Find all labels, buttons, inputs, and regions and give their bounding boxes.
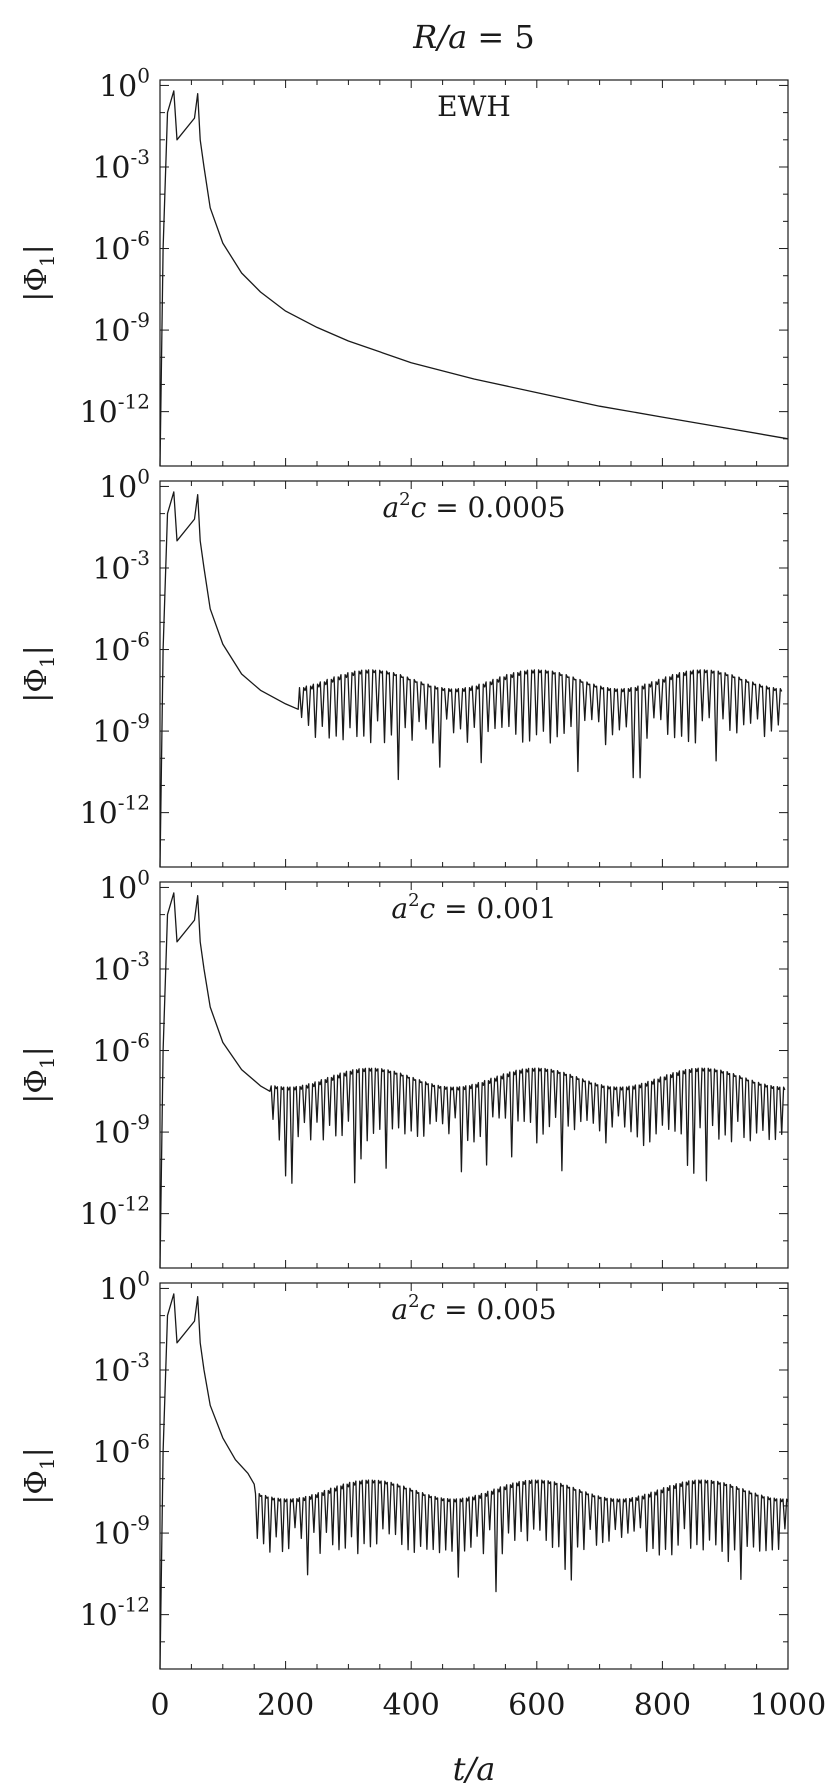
series-line: [159, 892, 786, 1269]
y-tick-label: 10-9: [92, 1110, 150, 1151]
y-tick-label: 10-3: [92, 145, 150, 186]
y-axis-label: |Φ1|: [19, 1447, 59, 1505]
y-tick-label: 10-6: [92, 1029, 150, 1070]
panel-annotation: a2c = 0.0005: [382, 489, 565, 524]
y-tick-label: 10-12: [80, 390, 150, 431]
y-tick-label: 10-3: [92, 947, 150, 988]
panel-4: 100 10-3 10-6 10-9 10-12 |Φ1| a2c = 0.005: [19, 1266, 789, 1670]
y-tick-label: 100: [99, 865, 150, 906]
y-tick-label: 10-12: [80, 1593, 150, 1634]
series-line: [159, 1293, 789, 1670]
x-tick-label: 200: [257, 1688, 314, 1723]
plot-frame: [159, 881, 789, 1269]
panel-annotation: EWH: [437, 90, 511, 123]
panels: 10010-310-610-910-12|Φ1|EWH10010-310-610…: [19, 63, 789, 1670]
series-line: [159, 90, 789, 467]
y-tick-label: 10-6: [92, 227, 150, 268]
y-axis-label: |Φ1|: [19, 1046, 59, 1104]
x-tick-label: 400: [383, 1688, 440, 1723]
y-axis-label: |Φ1|: [19, 645, 59, 703]
x-axis-label: t/a: [453, 1750, 496, 1788]
y-tick-label: 100: [99, 63, 150, 104]
y-tick-label: 10-12: [80, 791, 150, 832]
panel-3: 100 10-3 10-6 10-9 10-12 |Φ1| a2c = 0.001: [19, 865, 789, 1269]
series-line: [159, 491, 783, 868]
x-tick-labels: 0 200 400 600 800 1000: [150, 1688, 826, 1723]
x-tick-label: 0: [150, 1688, 169, 1723]
panel-annotation: a2c = 0.001: [391, 890, 556, 925]
x-tick-label: 1000: [750, 1688, 826, 1723]
y-tick-label: 10-9: [92, 1511, 150, 1552]
y-tick-label: 100: [99, 1266, 150, 1307]
y-tick-label: 100: [99, 464, 150, 505]
y-axis-label: |Φ1|: [19, 244, 59, 302]
y-tick-label: 10-3: [92, 546, 150, 587]
y-tick-label: 10-12: [80, 1192, 150, 1233]
plot-frame: [159, 79, 789, 467]
y-tick-label: 10-6: [92, 1430, 150, 1471]
x-tick-label: 600: [508, 1688, 565, 1723]
y-tick-label: 10-9: [92, 709, 150, 750]
x-tick-label: 800: [634, 1688, 691, 1723]
figure-title: R/a = 5: [412, 18, 534, 56]
y-tick-label: 10-9: [92, 308, 150, 349]
panel-1: 100 10-3 10-6 10-9 10-12 |Φ1| EWH: [19, 63, 789, 467]
panel-2: 100 10-3 10-6 10-9 10-12 |Φ1| a2c = 0.0005: [19, 464, 789, 868]
y-tick-label: 10-3: [92, 1348, 150, 1389]
plot-frame: [159, 1282, 789, 1670]
y-tick-label: 10-6: [92, 628, 150, 669]
panel-annotation: a2c = 0.005: [391, 1291, 556, 1326]
